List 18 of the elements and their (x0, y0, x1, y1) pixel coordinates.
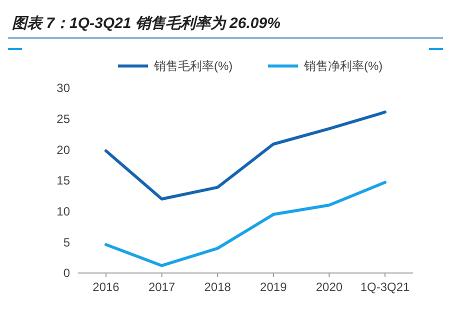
y-tick-label: 0 (63, 266, 70, 280)
x-tick-label: 2016 (92, 280, 120, 294)
y-tick-label: 20 (56, 142, 70, 157)
x-tick-label: 1Q-3Q21 (360, 280, 410, 294)
line-series (104, 180, 386, 268)
chart-title: 图表 7：1Q-3Q21 销售毛利率为 26.09% (12, 14, 280, 32)
y-tick-label: 5 (63, 235, 70, 250)
x-tick-label: 2017 (148, 280, 176, 294)
y-tick-label: 30 (56, 81, 70, 96)
y-tick-label: 15 (56, 174, 70, 188)
legend-label: 销售净利率(%) (303, 59, 383, 74)
legend-label: 销售毛利率(%) (153, 59, 233, 74)
x-tick-label: 2020 (316, 280, 343, 294)
x-tick-label: 2019 (260, 280, 288, 294)
line-series (104, 110, 386, 200)
y-tick-label: 10 (56, 204, 70, 219)
y-tick-label: 25 (56, 112, 70, 126)
x-tick-label: 2018 (204, 280, 232, 294)
